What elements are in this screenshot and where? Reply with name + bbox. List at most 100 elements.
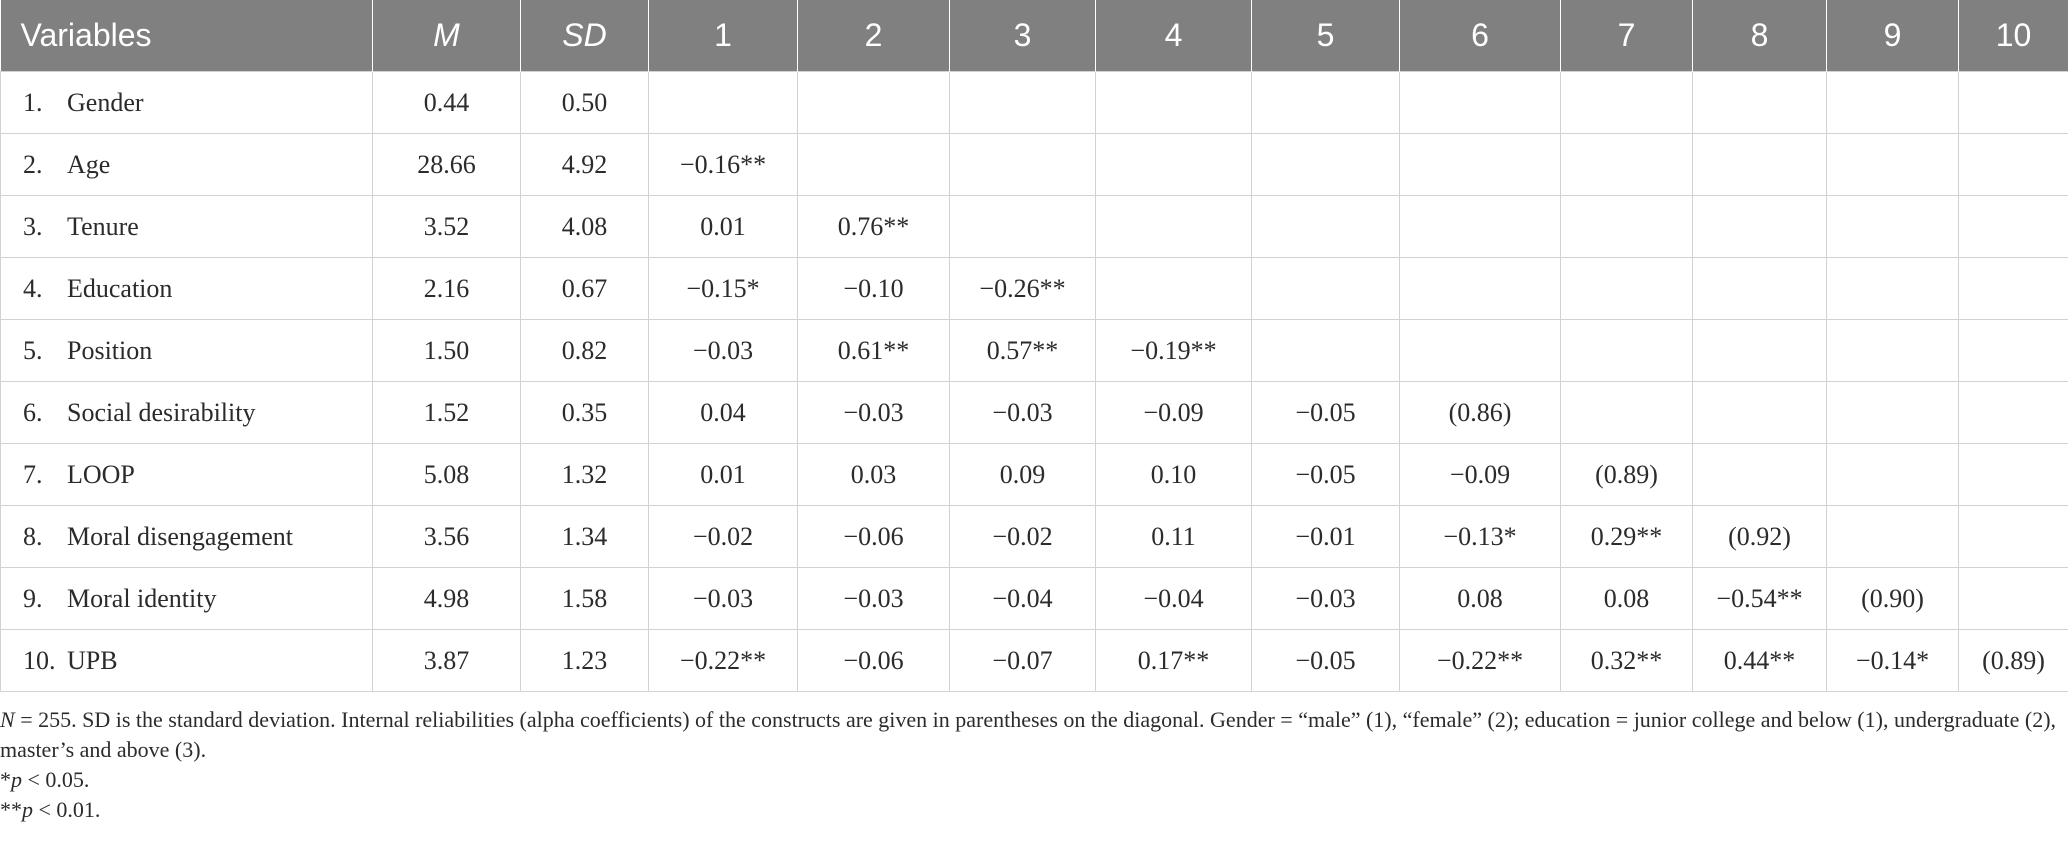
table-row: 3. Tenure 3.52 4.08 0.01 0.76**	[0, 195, 2068, 258]
variable-name: Position	[67, 335, 153, 365]
variable-number: 9.	[23, 583, 43, 613]
table-row: 2. Age 28.66 4.92 −0.16**	[0, 133, 2068, 196]
correlation-cell	[1095, 195, 1252, 258]
correlation-cell	[1251, 133, 1400, 196]
variable-cell: 7. LOOP	[0, 443, 373, 506]
mean-cell: 5.08	[372, 443, 521, 506]
variable-cell: 6. Social desirability	[0, 381, 373, 444]
correlation-cell: −0.05	[1251, 443, 1400, 506]
correlation-cell	[949, 71, 1096, 134]
correlation-cell	[1958, 567, 2068, 630]
correlation-cell: −0.05	[1251, 629, 1400, 692]
variable-cell: 5. Position	[0, 319, 373, 382]
correlation-table: Variables M SD 1 2 3 4 5 6 7 8 9 10 1. Ge…	[0, 0, 2068, 692]
correlation-cell: 0.03	[797, 443, 950, 506]
sd-cell: 1.34	[520, 505, 649, 568]
correlation-cell	[1692, 381, 1827, 444]
mean-cell: 28.66	[372, 133, 521, 196]
correlation-cell: 0.08	[1399, 567, 1561, 630]
correlation-cell	[1958, 195, 2068, 258]
correlation-cell	[1251, 195, 1400, 258]
variable-number: 1.	[23, 87, 43, 117]
table-row: 4. Education 2.16 0.67 −0.15* −0.10 −0.26**	[0, 257, 2068, 320]
correlation-cell	[1826, 505, 1959, 568]
variable-name: Tenure	[67, 211, 139, 241]
header-mean: M	[372, 0, 521, 72]
correlation-cell: −0.01	[1251, 505, 1400, 568]
correlation-cell	[1692, 319, 1827, 382]
mean-cell: 0.44	[372, 71, 521, 134]
correlation-cell	[1692, 195, 1827, 258]
correlation-cell	[1692, 257, 1827, 320]
correlation-cell	[1958, 443, 2068, 506]
correlation-cell	[1251, 319, 1400, 382]
correlation-cell	[1826, 319, 1959, 382]
sd-cell: 0.67	[520, 257, 649, 320]
variable-cell: 2. Age	[0, 133, 373, 196]
variable-number: 2.	[23, 149, 43, 179]
correlation-cell	[1958, 505, 2068, 568]
variable-name: Age	[67, 149, 111, 179]
correlation-cell	[1560, 195, 1693, 258]
sd-cell: 4.08	[520, 195, 649, 258]
correlation-cell: −0.03	[648, 567, 798, 630]
correlation-cell	[1095, 71, 1252, 134]
variable-number: 8.	[23, 521, 43, 551]
table-row: 9. Moral identity 4.98 1.58 −0.03 −0.03 −0.04−…	[0, 567, 2068, 630]
variable-cell: 10. UPB	[0, 629, 373, 692]
sd-cell: 1.58	[520, 567, 649, 630]
table-row: 8. Moral disengagement 3.56 1.34 −0.02 −0.06−…	[0, 505, 2068, 568]
correlation-cell: −0.22**	[1399, 629, 1561, 692]
correlation-cell	[1251, 257, 1400, 320]
correlation-cell: (0.89)	[1958, 629, 2068, 692]
variable-number: 6.	[23, 397, 43, 427]
correlation-cell	[797, 133, 950, 196]
correlation-cell	[1958, 257, 2068, 320]
correlation-cell	[1958, 71, 2068, 134]
correlation-cell	[1826, 257, 1959, 320]
header-row: Variables M SD 1 2 3 4 5 6 7 8 9 10	[0, 0, 2068, 72]
mean-cell: 1.52	[372, 381, 521, 444]
correlation-cell	[1399, 195, 1561, 258]
correlation-cell	[1826, 381, 1959, 444]
correlation-cell: −0.04	[949, 567, 1096, 630]
correlation-cell: −0.02	[648, 505, 798, 568]
note-p-01: **p < 0.01.	[0, 797, 101, 822]
correlation-cell	[1399, 257, 1561, 320]
correlation-cell	[1826, 133, 1959, 196]
correlation-cell: −0.10	[797, 257, 950, 320]
correlation-cell: −0.15*	[648, 257, 798, 320]
variable-cell: 4. Education	[0, 257, 373, 320]
correlation-cell: −0.03	[797, 381, 950, 444]
header-col-8: 8	[1692, 0, 1827, 72]
mean-cell: 1.50	[372, 319, 521, 382]
correlation-cell: −0.07	[949, 629, 1096, 692]
correlation-cell: −0.13*	[1399, 505, 1561, 568]
correlation-cell: 0.44**	[1692, 629, 1827, 692]
header-col-3: 3	[949, 0, 1096, 72]
sd-cell: 4.92	[520, 133, 649, 196]
mean-cell: 3.56	[372, 505, 521, 568]
variable-name: UPB	[67, 645, 118, 675]
correlation-cell	[1826, 71, 1959, 134]
correlation-cell	[648, 71, 798, 134]
correlation-cell: 0.04	[648, 381, 798, 444]
variable-name: Moral identity	[67, 583, 217, 613]
mean-cell: 3.87	[372, 629, 521, 692]
correlation-cell: 0.10	[1095, 443, 1252, 506]
correlation-cell: 0.01	[648, 195, 798, 258]
table-row: 1. Gender 0.44 0.50	[0, 71, 2068, 134]
header-col-2: 2	[797, 0, 950, 72]
sd-cell: 1.23	[520, 629, 649, 692]
correlation-cell	[1399, 71, 1561, 134]
sd-cell: 0.82	[520, 319, 649, 382]
correlation-cell: −0.06	[797, 505, 950, 568]
header-col-9: 9	[1826, 0, 1959, 72]
variable-number: 10.	[23, 645, 56, 675]
variable-number: 5.	[23, 335, 43, 365]
correlation-cell: −0.03	[1251, 567, 1400, 630]
correlation-cell	[1560, 381, 1693, 444]
table-row: 6. Social desirability 1.52 0.35 0.04 −0.03 −0…	[0, 381, 2068, 444]
correlation-cell	[1095, 133, 1252, 196]
correlation-cell	[1095, 257, 1252, 320]
